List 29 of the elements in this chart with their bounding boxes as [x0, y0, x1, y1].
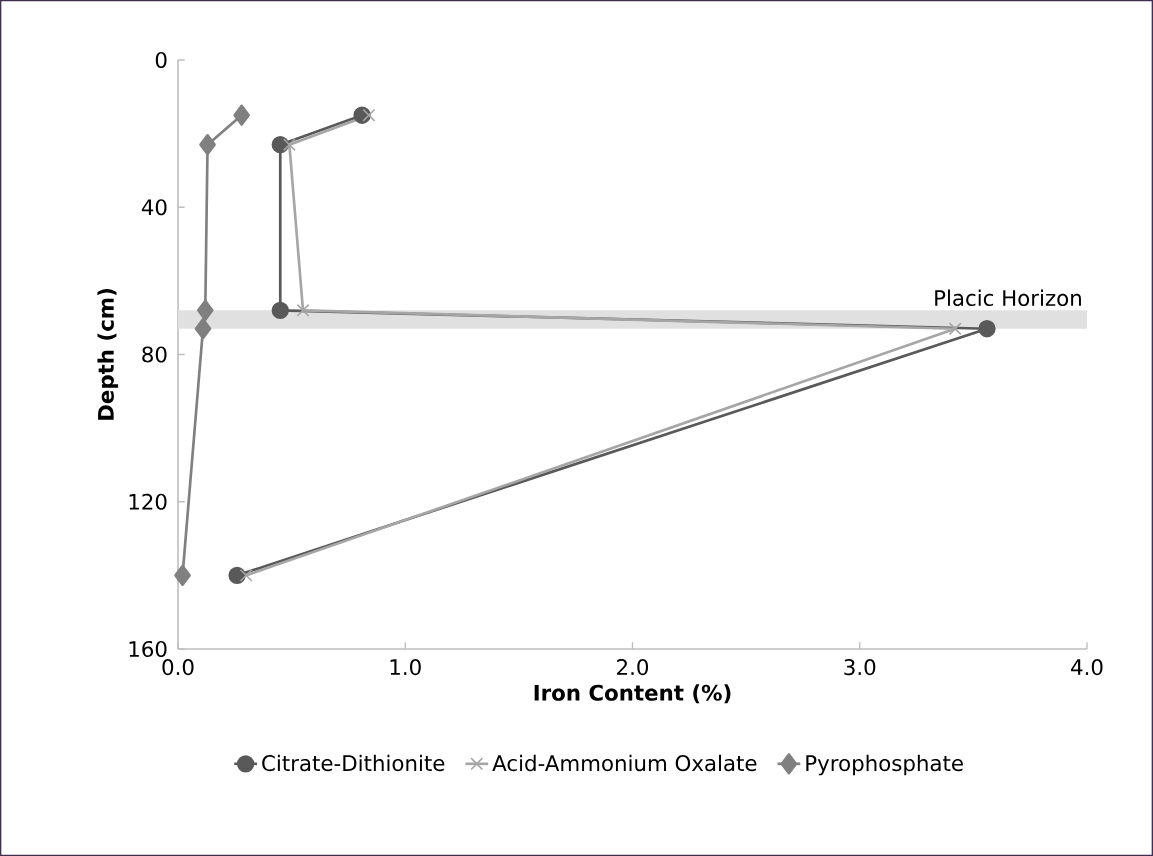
x-tick-label: 2.0 — [617, 659, 649, 676]
x-tick-label: 4.0 — [1071, 659, 1103, 676]
point — [239, 568, 253, 582]
y-tick-label: 80 — [142, 346, 167, 363]
legend-label: Acid-Ammonium Oxalate — [492, 754, 757, 772]
x-axis-title: Iron Content (%) — [534, 684, 731, 704]
y-tick-label: 0 — [155, 51, 167, 69]
band-label: Placic Horizon — [935, 289, 1081, 307]
point — [194, 318, 212, 340]
point — [296, 303, 310, 317]
point — [228, 566, 246, 585]
point — [978, 320, 996, 338]
point — [948, 322, 962, 336]
point — [199, 133, 216, 156]
point — [233, 104, 250, 126]
y-tick-label: 120 — [129, 493, 167, 510]
y-tick-label: 40 — [141, 199, 167, 216]
point — [282, 138, 296, 152]
y-axis-title: Depth (cm) — [97, 289, 119, 420]
point — [196, 299, 214, 321]
y-tick-label: 160 — [129, 640, 167, 658]
legend-label: Pyrophosphate — [806, 754, 963, 776]
x-tick-label: 3.0 — [844, 659, 876, 676]
x-tick-label: 0.0 — [162, 659, 194, 676]
x-tick-label: 1.0 — [390, 659, 421, 676]
point — [271, 301, 289, 319]
legend-label: Citrate-Dithionite — [262, 754, 445, 772]
point — [174, 564, 191, 587]
point — [362, 108, 376, 122]
